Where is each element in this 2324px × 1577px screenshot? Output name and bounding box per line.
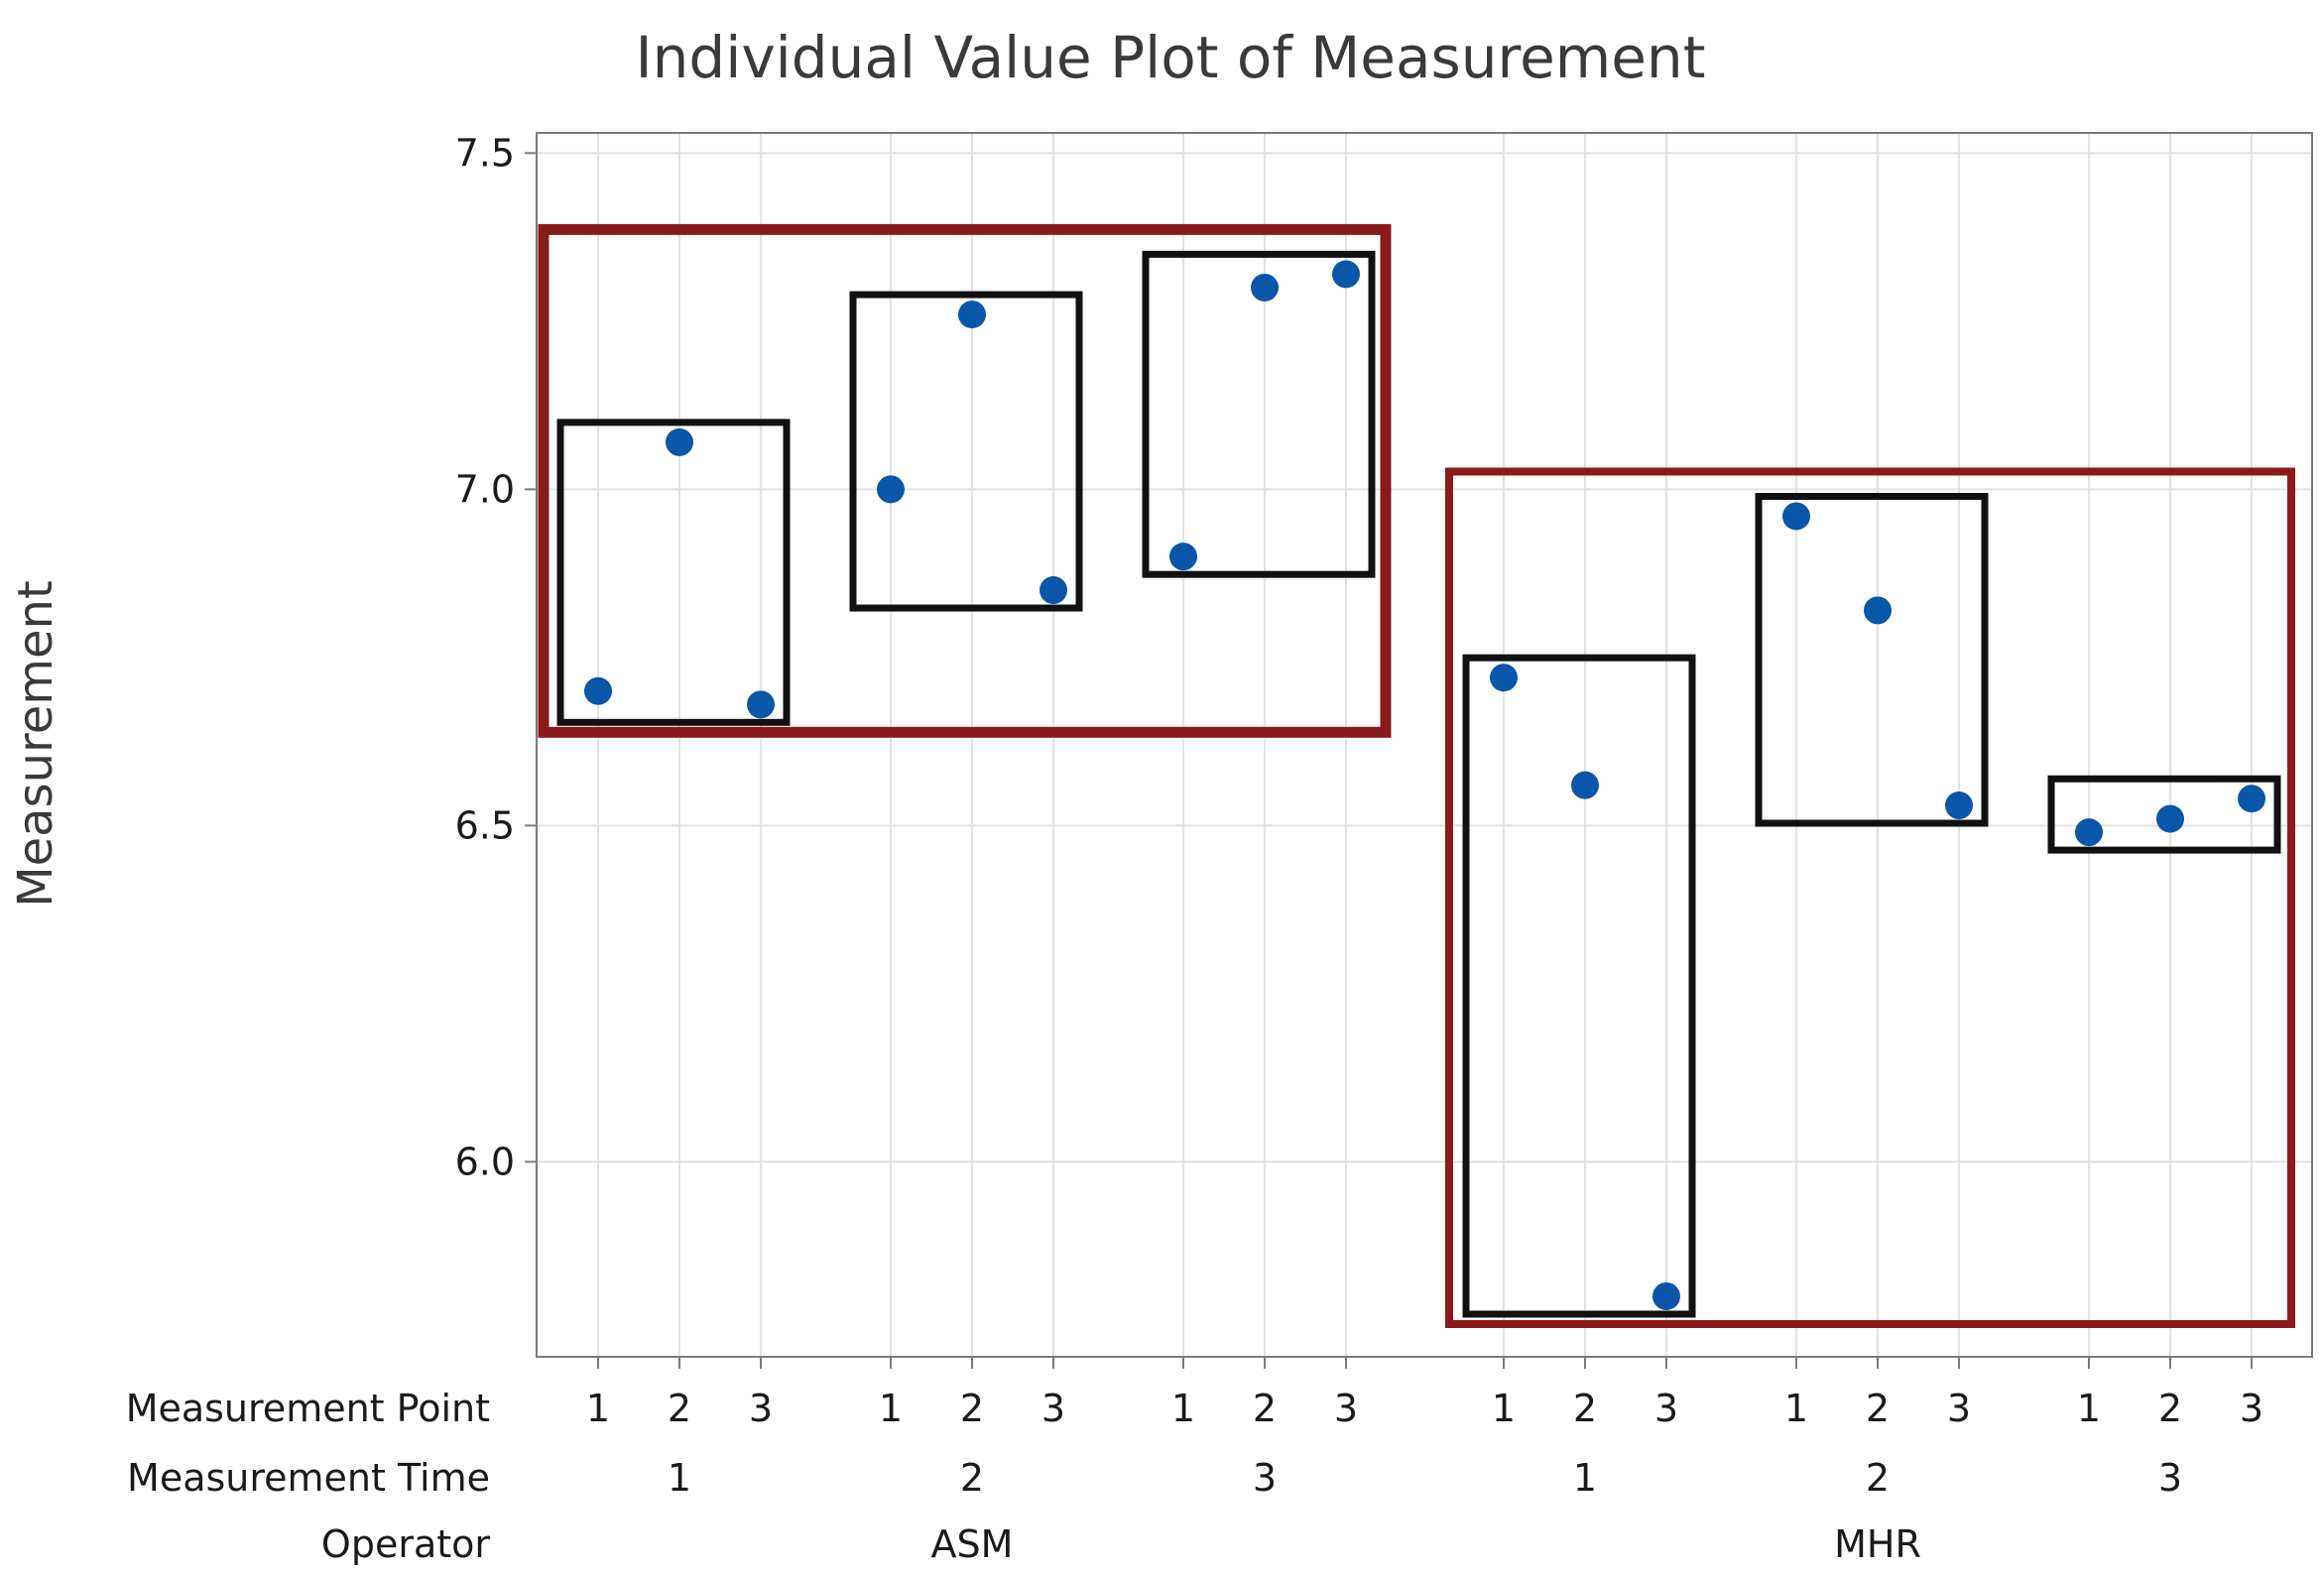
data-point — [1332, 260, 1360, 289]
gridlines — [537, 133, 2312, 1357]
data-point — [1652, 1281, 1680, 1310]
data-point — [1864, 596, 1892, 625]
data-point — [1040, 576, 1067, 605]
operator-label: ASM — [931, 1522, 1014, 1566]
measurement-point-label: 1 — [1784, 1387, 1808, 1430]
data-point — [1490, 664, 1518, 692]
data-point — [1251, 273, 1279, 302]
annotation-boxes — [538, 223, 2295, 1328]
data-point — [2156, 804, 2184, 833]
operator-group-box — [1445, 467, 2295, 1328]
measurement-time-label: 1 — [1573, 1456, 1597, 1500]
measurement-point-label: 2 — [1253, 1387, 1277, 1430]
measurement-time-label: 1 — [668, 1456, 691, 1500]
measurement-point-label: 3 — [1041, 1387, 1065, 1430]
measurement-time-label: 2 — [960, 1456, 984, 1500]
measurement-point-label: 2 — [2158, 1387, 2182, 1430]
data-point — [1945, 791, 1973, 820]
measurement-point-label: 1 — [2077, 1387, 2101, 1430]
data-point — [2075, 818, 2103, 847]
time-group-box — [1142, 250, 1376, 578]
data-points — [584, 260, 2265, 1310]
y-tick-label: 7.0 — [455, 467, 515, 511]
x-axis: 1 2 3 1 2 3 1 2 3 1 2 3 1 2 3 1 2 3 1 2 3 1 2 3 ASM MHR Measuremen… — [126, 1357, 2263, 1566]
measurement-point-label: 3 — [2240, 1387, 2263, 1430]
measurement-point-label: 1 — [1171, 1387, 1195, 1430]
data-point — [2238, 785, 2265, 813]
data-point — [1782, 502, 1810, 531]
x-level-row-label: Measurement Point — [126, 1387, 490, 1430]
time-group-box — [556, 419, 791, 726]
measurement-point-label: 2 — [1866, 1387, 1890, 1430]
data-point — [1169, 543, 1197, 571]
operator-label: MHR — [1834, 1522, 1921, 1566]
measurement-time-label: 3 — [1253, 1456, 1277, 1500]
plot-frame — [536, 132, 2313, 1358]
measurement-point-label: 3 — [1334, 1387, 1358, 1430]
x-level-row-label: Operator — [321, 1522, 490, 1566]
time-group-box — [1462, 654, 1696, 1318]
measurement-time-label: 3 — [2158, 1456, 2182, 1500]
y-axis: 6.0 6.5 7.0 7.5 — [455, 131, 537, 1183]
operator-group-box — [538, 223, 1392, 738]
measurement-point-label: 2 — [668, 1387, 691, 1430]
data-point — [877, 475, 905, 504]
y-tick-label: 6.0 — [455, 1140, 515, 1183]
measurement-point-label: 1 — [879, 1387, 903, 1430]
time-group-box — [2047, 775, 2281, 854]
y-tick-label: 7.5 — [455, 131, 515, 175]
measurement-point-label: 3 — [1654, 1387, 1678, 1430]
data-point — [666, 427, 693, 456]
chart-title: Individual Value Plot of Measurement — [636, 24, 1706, 91]
measurement-point-label: 3 — [1947, 1387, 1971, 1430]
measurement-point-label: 1 — [1492, 1387, 1516, 1430]
measurement-point-label: 2 — [960, 1387, 984, 1430]
data-point — [958, 301, 986, 329]
time-group-box — [1755, 492, 1989, 827]
time-group-box — [849, 291, 1083, 612]
measurement-time-label: 2 — [1866, 1456, 1890, 1500]
x-level-row-label: Measurement Time — [127, 1456, 490, 1500]
y-tick-label: 6.5 — [455, 803, 515, 847]
data-point — [584, 676, 612, 705]
measurement-point-label: 2 — [1573, 1387, 1597, 1430]
y-axis-label: Measurement — [8, 580, 63, 908]
data-point — [747, 690, 775, 719]
measurement-point-label: 3 — [749, 1387, 773, 1430]
data-point — [1571, 771, 1599, 799]
measurement-point-label: 1 — [586, 1387, 610, 1430]
